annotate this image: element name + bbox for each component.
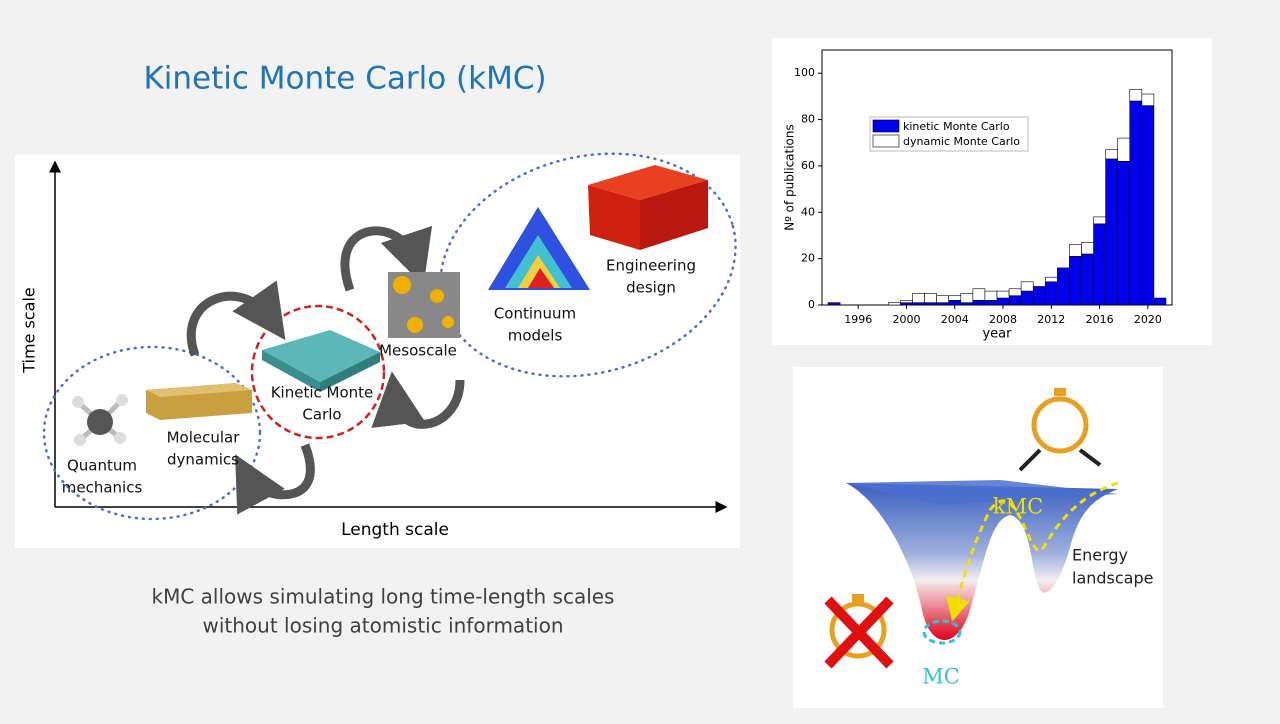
bar bbox=[1141, 93, 1155, 106]
y-tick-label: 100 bbox=[794, 66, 815, 79]
y-tick-label: 80 bbox=[801, 113, 815, 126]
landscape-label: landscape bbox=[1072, 569, 1153, 588]
node-label: design bbox=[626, 279, 676, 297]
bar bbox=[948, 295, 962, 301]
bar bbox=[960, 302, 974, 306]
bar bbox=[984, 300, 998, 306]
bar bbox=[1008, 288, 1022, 297]
legend-label: dynamic Monte Carlo bbox=[903, 135, 1020, 148]
bar bbox=[960, 293, 974, 303]
y-tick-label: 60 bbox=[801, 159, 815, 172]
bar bbox=[984, 290, 998, 301]
scale-arrows bbox=[186, 225, 465, 515]
bar bbox=[996, 290, 1010, 299]
x-tick-label: 2000 bbox=[892, 313, 920, 326]
engineering-icon bbox=[588, 165, 708, 250]
legend-swatch bbox=[872, 119, 900, 133]
node-label: Molecular bbox=[167, 429, 241, 447]
x-tick-label: 2008 bbox=[989, 313, 1017, 326]
node-label: Carlo bbox=[302, 406, 341, 424]
bar bbox=[972, 300, 986, 306]
bar bbox=[924, 302, 937, 306]
bar bbox=[827, 302, 841, 306]
bar bbox=[1020, 281, 1034, 292]
bar bbox=[1044, 276, 1058, 283]
bar bbox=[1081, 242, 1094, 255]
node-labels: Quantum mechanics Molecular dynamics Kinetic… bbox=[62, 257, 696, 497]
bar bbox=[1105, 158, 1118, 306]
bar bbox=[936, 295, 950, 303]
bar bbox=[1032, 286, 1046, 306]
molecule-icon bbox=[72, 394, 128, 446]
bar bbox=[1129, 100, 1143, 306]
bar bbox=[912, 302, 925, 306]
node-label: mechanics bbox=[62, 479, 143, 497]
caption-line: kMC allows simulating long time-length s… bbox=[152, 585, 615, 609]
bar bbox=[900, 300, 913, 303]
bar bbox=[1093, 216, 1106, 225]
x-axis-label: year bbox=[982, 327, 1012, 342]
bar bbox=[972, 288, 986, 301]
legend-swatch bbox=[872, 134, 900, 148]
y-tick-label: 20 bbox=[801, 252, 815, 265]
bar bbox=[912, 293, 925, 303]
bar bbox=[1057, 267, 1070, 306]
bar bbox=[948, 300, 962, 306]
x-axis-label: Length scale bbox=[341, 520, 449, 540]
bar bbox=[1093, 223, 1106, 306]
bar bbox=[900, 302, 913, 306]
bar bbox=[1069, 256, 1082, 306]
chart: 0 20 40 60 80 100 1996 2000 2004 2008 2012 2016 2020… bbox=[783, 49, 1173, 342]
legend-label: kinetic Monte Carlo bbox=[903, 120, 1010, 133]
bar bbox=[1008, 295, 1022, 306]
x-tick-label: 2020 bbox=[1134, 313, 1162, 326]
bar bbox=[936, 302, 950, 306]
bar bbox=[1117, 137, 1131, 162]
bar bbox=[1117, 160, 1131, 306]
node-label: Quantum bbox=[67, 457, 137, 475]
node-label: models bbox=[508, 327, 563, 345]
y-axis-label: Nº of publications bbox=[783, 124, 797, 231]
x-tick-label: 1996 bbox=[844, 313, 872, 326]
bar bbox=[1141, 105, 1155, 306]
bar bbox=[1105, 149, 1118, 160]
mesoscale-icon bbox=[388, 272, 460, 338]
kmc-icon bbox=[262, 330, 380, 392]
x-tick-label: 2004 bbox=[941, 313, 969, 326]
bar bbox=[924, 293, 937, 303]
bar bbox=[1081, 253, 1094, 306]
node-label: Engineering bbox=[606, 257, 696, 275]
md-icon bbox=[146, 383, 252, 420]
slide-title: Kinetic Monte Carlo (kMC) bbox=[143, 61, 546, 97]
landscape-label: Energy bbox=[1072, 546, 1128, 565]
energy-illustration bbox=[824, 388, 1119, 669]
node-label: Continuum bbox=[494, 305, 576, 323]
continuum-icon bbox=[488, 207, 590, 290]
bar bbox=[888, 302, 901, 306]
mc-label: MC bbox=[922, 665, 960, 689]
y-tick-label: 40 bbox=[801, 205, 815, 218]
bar bbox=[1129, 89, 1143, 102]
x-tick-label: 2016 bbox=[1086, 313, 1114, 326]
node-label: dynamics bbox=[167, 451, 239, 469]
atomistic-region bbox=[42, 345, 262, 521]
bar bbox=[1153, 297, 1167, 306]
kmc-label: kMC bbox=[993, 495, 1043, 519]
bar bbox=[1044, 281, 1058, 306]
bar bbox=[1069, 244, 1082, 257]
caption-line: without losing atomistic information bbox=[202, 614, 563, 638]
node-label: Kinetic Monte bbox=[271, 384, 374, 402]
node-label: Mesoscale bbox=[379, 342, 457, 360]
x-tick-label: 2012 bbox=[1037, 313, 1065, 326]
y-tick-label: 0 bbox=[808, 298, 815, 311]
bar bbox=[996, 297, 1010, 306]
y-axis-label: Time scale bbox=[20, 287, 39, 373]
bar bbox=[1020, 290, 1034, 306]
